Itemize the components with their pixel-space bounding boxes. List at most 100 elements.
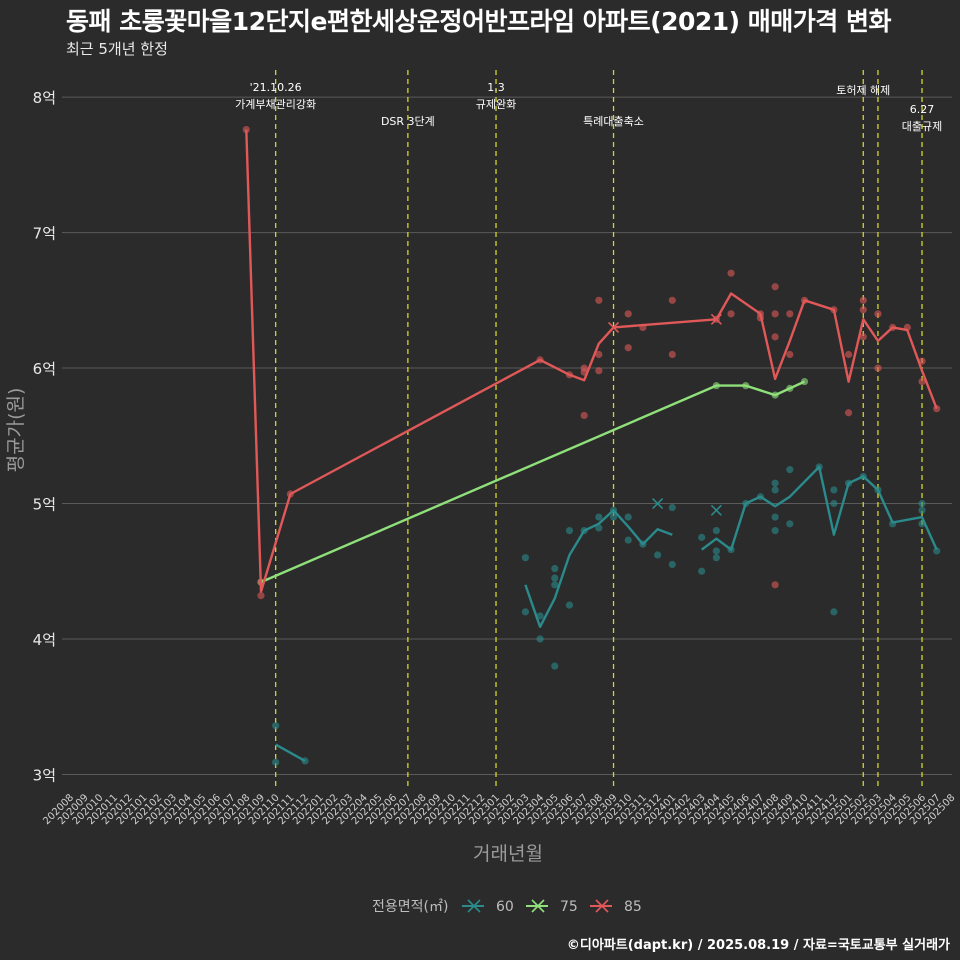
data-point-85	[844, 350, 853, 359]
data-point-60	[654, 551, 662, 559]
y-tick-label: 8억	[33, 89, 56, 107]
data-point-60	[565, 527, 574, 535]
data-point-60	[830, 608, 838, 616]
caption: ©디아파트(dapt.kr) / 2025.08.19 / 자료=국토교통부 실…	[566, 938, 950, 953]
y-tick-label: 6억	[33, 360, 56, 378]
event-annotation: 특례대출축소	[583, 115, 644, 128]
legend-title: 전용면적(㎡)	[372, 899, 448, 915]
x-axis-title: 거래년월	[473, 843, 543, 865]
y-axis-title: 평균가(원)	[5, 388, 27, 473]
data-point-60	[771, 527, 779, 535]
point-layer	[242, 126, 941, 766]
data-point-85	[844, 409, 853, 417]
ytick-layer: 3억 4억 5억 6억 7억 8억	[33, 89, 56, 784]
event-annotation: DSR 3단계	[381, 115, 435, 128]
event-annotation: 규제완화	[476, 98, 516, 111]
data-point-85	[918, 377, 926, 386]
data-point-85	[727, 310, 735, 318]
series-line-60	[700, 465, 938, 551]
chart-title: 동패 초롱꽃마을12단지e편한세상운정어반프라임 아파트(2021) 매매가격 …	[66, 7, 892, 36]
data-point-85	[595, 367, 603, 375]
data-point-60	[551, 564, 559, 573]
data-point-60	[551, 574, 559, 582]
event-annotation: 대출규제	[902, 120, 942, 133]
data-point-60	[272, 758, 280, 766]
data-point-60	[521, 554, 529, 562]
line-layer	[245, 129, 938, 762]
data-point-85	[771, 283, 779, 291]
data-point-85	[771, 333, 779, 341]
data-point-85	[786, 310, 794, 318]
data-point-60	[536, 612, 544, 620]
data-point-60	[771, 486, 779, 494]
data-point-85	[727, 269, 735, 277]
data-point-60	[918, 506, 926, 514]
data-point-85	[786, 350, 794, 359]
x-marker-85	[710, 313, 722, 325]
data-point-60	[609, 513, 618, 521]
xtick-layer: 2020082020092020102020112020122021012021…	[41, 792, 957, 827]
legend-swatch-x-60	[467, 899, 481, 913]
data-point-60	[595, 513, 603, 521]
chart-subtitle: 최근 5개년 한정	[66, 40, 168, 58]
legend-label-60: 60	[496, 899, 514, 915]
data-point-60	[771, 513, 779, 521]
event-annotation: 토허제 해제	[836, 83, 890, 97]
x-marker-60	[652, 497, 664, 510]
event-annotation: '21.10.26	[250, 81, 302, 94]
data-point-85	[595, 296, 603, 304]
data-point-60	[551, 662, 559, 670]
data-point-60	[595, 524, 603, 532]
xmark-layer	[607, 313, 722, 516]
data-point-60	[918, 499, 926, 508]
data-point-60	[565, 601, 574, 609]
data-point-60	[668, 503, 676, 512]
series-line-60	[275, 743, 306, 762]
y-tick-label: 3억	[33, 766, 56, 784]
data-point-60	[698, 567, 706, 575]
y-tick-label: 4억	[33, 631, 56, 649]
data-point-60	[830, 486, 838, 494]
data-point-85	[771, 310, 779, 318]
data-point-60	[521, 608, 529, 616]
data-point-60	[786, 520, 794, 528]
data-point-85	[874, 310, 882, 318]
data-point-85	[859, 296, 867, 304]
data-point-60	[668, 560, 676, 569]
data-point-60	[712, 547, 720, 555]
grid-layer	[62, 96, 952, 775]
data-point-85	[859, 333, 867, 341]
event-annotation: 가계부채관리강화	[235, 98, 316, 111]
data-point-85	[580, 411, 588, 420]
data-point-60	[272, 722, 280, 730]
data-point-85	[874, 364, 882, 372]
data-point-60	[536, 635, 544, 643]
data-point-85	[624, 310, 632, 318]
legend-swatch-x-85	[595, 899, 609, 913]
legend-label-75: 75	[560, 899, 578, 915]
data-point-60	[771, 479, 779, 487]
legend: 전용면적(㎡) 60 75 85	[372, 899, 642, 915]
y-tick-label: 5억	[33, 496, 56, 514]
data-point-60	[712, 527, 720, 535]
data-point-85	[771, 581, 779, 589]
legend-label-85: 85	[624, 899, 642, 915]
data-point-60	[624, 536, 632, 544]
data-point-85	[859, 306, 867, 314]
x-marker-60	[710, 504, 722, 516]
y-tick-label: 7억	[33, 225, 56, 243]
data-point-85	[257, 592, 265, 600]
data-point-85	[595, 350, 603, 359]
data-point-60	[933, 547, 941, 555]
data-point-60	[712, 554, 720, 562]
data-point-60	[830, 499, 838, 508]
event-annotation: 1.3	[487, 81, 505, 94]
data-point-60	[551, 581, 559, 589]
data-point-85	[624, 344, 632, 352]
legend-swatch-x-75	[531, 899, 545, 913]
series-line-85	[245, 129, 938, 593]
data-point-60	[624, 513, 632, 521]
series-line-60	[524, 509, 673, 628]
